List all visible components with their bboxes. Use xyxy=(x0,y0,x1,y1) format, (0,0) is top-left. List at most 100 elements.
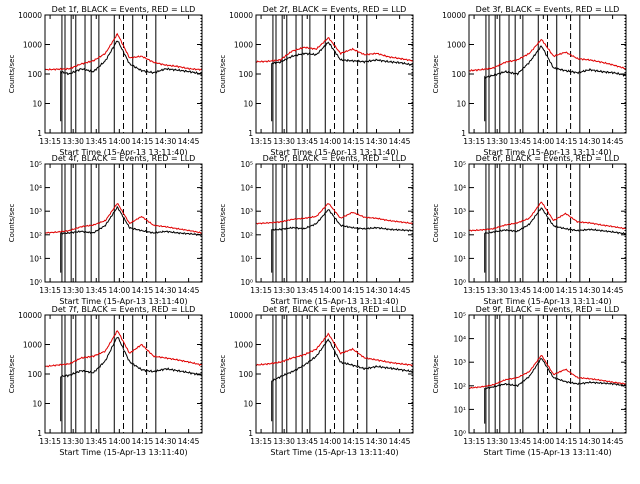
y-tick-label: 10⁰ xyxy=(453,429,466,438)
y-tick-label: 10000 xyxy=(229,311,253,320)
y-tick-label: 10¹ xyxy=(240,254,253,263)
x-tick-label: 14:15 xyxy=(132,286,154,295)
y-tick-label: 1000 xyxy=(23,341,42,350)
x-tick-label: 13:15 xyxy=(250,437,272,446)
x-tick-label: 14:30 xyxy=(155,286,177,295)
x-tick-label: 14:30 xyxy=(155,437,177,446)
x-tick-label: 14:15 xyxy=(343,137,365,146)
x-tick-label: 14:00 xyxy=(533,286,555,295)
panel-det-1: 13:15 13:30 13:45 14:00 14:15 14:30 14:45 1 10 10… xyxy=(8,5,203,157)
y-tick-label: 10⁰ xyxy=(29,278,42,287)
x-tick-label: 13:30 xyxy=(273,286,295,295)
y-tick-label: 1000 xyxy=(447,41,466,50)
y-tick-label: 10000 xyxy=(229,11,253,20)
x-axis-label: Start Time (15-Apr-13 13:11:40) xyxy=(270,148,398,157)
events-series-line xyxy=(484,358,627,424)
lld-series-line xyxy=(255,203,414,225)
lld-series-line xyxy=(255,332,414,367)
y-axis-label: Counts/sec xyxy=(8,55,16,94)
y-tick-label: 10 xyxy=(243,400,253,409)
x-tick-label: 14:30 xyxy=(579,437,601,446)
x-axis-label: Start Time (15-Apr-13 13:11:40) xyxy=(270,448,398,457)
x-tick-label: 14:45 xyxy=(178,137,200,146)
x-tick-label: 13:15 xyxy=(250,137,272,146)
x-tick-label: 13:45 xyxy=(509,286,531,295)
x-tick-label: 14:45 xyxy=(389,437,411,446)
y-tick-label: 1000 xyxy=(234,41,253,50)
y-tick-label: 10⁴ xyxy=(240,184,253,193)
y-tick-label: 100 xyxy=(239,70,254,79)
x-tick-label: 14:15 xyxy=(132,137,154,146)
y-tick-label: 10⁰ xyxy=(240,278,253,287)
x-axis-label: Start Time (15-Apr-13 13:11:40) xyxy=(59,297,187,306)
lld-series-line xyxy=(468,354,627,389)
y-tick-label: 10⁵ xyxy=(29,160,42,169)
y-tick-label: 10¹ xyxy=(453,254,466,263)
y-tick-label: 1 xyxy=(248,429,253,438)
y-tick-label: 10⁴ xyxy=(453,335,466,344)
y-tick-label: 10³ xyxy=(240,207,253,216)
y-tick-label: 10¹ xyxy=(453,405,466,414)
x-axis-label: Start Time (15-Apr-13 13:11:40) xyxy=(483,297,611,306)
y-axis-label: Counts/sec xyxy=(432,55,440,94)
x-tick-label: 14:15 xyxy=(343,286,365,295)
y-tick-label: 1000 xyxy=(234,341,253,350)
plot-frame xyxy=(44,163,203,283)
x-tick-label: 13:30 xyxy=(62,437,84,446)
lld-series-line xyxy=(256,36,414,63)
x-tick-label: 14:30 xyxy=(579,286,601,295)
x-tick-label: 13:45 xyxy=(85,437,107,446)
x-tick-label: 13:45 xyxy=(296,437,318,446)
y-tick-label: 10² xyxy=(453,382,466,391)
panel-det-5: 13:15 13:30 13:45 14:00 14:15 14:30 14:45 10⁰ 10… xyxy=(219,154,414,306)
x-tick-label: 14:00 xyxy=(320,137,342,146)
x-tick-label: 14:00 xyxy=(109,286,131,295)
y-axis-label: Counts/sec xyxy=(219,55,227,94)
x-tick-label: 14:15 xyxy=(132,437,154,446)
x-tick-label: 13:15 xyxy=(39,137,61,146)
x-tick-label: 13:30 xyxy=(62,137,84,146)
y-tick-label: 10000 xyxy=(442,11,466,20)
x-tick-label: 14:45 xyxy=(178,437,200,446)
x-axis-label: Start Time (15-Apr-13 13:11:40) xyxy=(483,148,611,157)
events-series-line xyxy=(271,41,414,122)
y-tick-label: 100 xyxy=(28,370,43,379)
y-tick-label: 10³ xyxy=(453,207,466,216)
x-tick-label: 14:00 xyxy=(320,286,342,295)
x-tick-label: 14:00 xyxy=(320,437,342,446)
y-tick-label: 100 xyxy=(239,370,254,379)
y-tick-label: 10⁵ xyxy=(453,311,466,320)
lld-series-line xyxy=(44,203,203,234)
lld-series-line xyxy=(468,38,627,72)
x-tick-label: 14:45 xyxy=(389,137,411,146)
x-tick-label: 14:45 xyxy=(178,286,200,295)
x-tick-label: 14:15 xyxy=(556,437,578,446)
events-series-line xyxy=(484,207,627,273)
panel-title: Det 3f, BLACK = Events, RED = LLD xyxy=(476,5,620,14)
panel-title: Det 1f, BLACK = Events, RED = LLD xyxy=(52,5,196,14)
y-tick-label: 1000 xyxy=(23,41,42,50)
y-tick-label: 10³ xyxy=(29,207,42,216)
events-series-line xyxy=(60,40,203,122)
x-axis-label: Start Time (15-Apr-13 13:11:40) xyxy=(483,448,611,457)
y-tick-label: 10² xyxy=(453,231,466,240)
y-axis-label: Counts/sec xyxy=(8,204,16,243)
y-tick-label: 10⁰ xyxy=(453,278,466,287)
y-tick-label: 10² xyxy=(240,231,253,240)
x-tick-label: 14:00 xyxy=(109,137,131,146)
panel-title: Det 4f, BLACK = Events, RED = LLD xyxy=(52,154,196,163)
y-tick-label: 10¹ xyxy=(29,254,42,263)
y-tick-label: 100 xyxy=(28,70,43,79)
x-tick-label: 14:45 xyxy=(602,286,624,295)
events-series-line xyxy=(60,205,203,273)
x-tick-label: 14:30 xyxy=(366,286,388,295)
panel-det-9: 13:15 13:30 13:45 14:00 14:15 14:30 14:45 10⁰ 10… xyxy=(432,305,627,457)
y-tick-label: 10² xyxy=(29,231,42,240)
events-series-line xyxy=(271,209,414,273)
y-tick-label: 10000 xyxy=(18,11,42,20)
x-axis-label: Start Time (15-Apr-13 13:11:40) xyxy=(270,297,398,306)
y-tick-label: 10 xyxy=(32,400,42,409)
x-tick-label: 13:30 xyxy=(273,137,295,146)
x-tick-label: 13:30 xyxy=(486,286,508,295)
